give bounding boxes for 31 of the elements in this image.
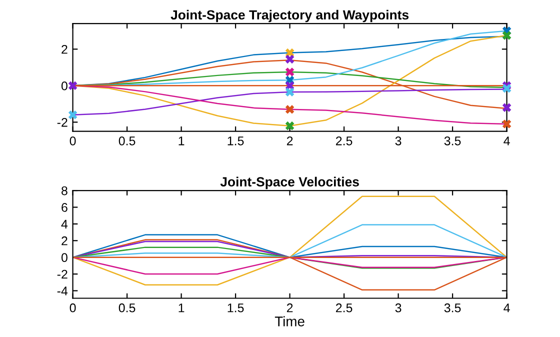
x-tick-label: 4 — [504, 304, 510, 312]
x-tick-label: 3 — [395, 303, 402, 312]
x-tick-label: 1.5 — [228, 136, 244, 146]
y-tick-label: 4 — [61, 220, 68, 228]
y-tick-label: 0 — [61, 81, 68, 90]
x-tick-label: 0.5 — [118, 303, 136, 312]
y-tick-label: 8 — [62, 186, 68, 196]
y-tick-label: 0 — [61, 253, 68, 262]
x-tick-label: 3.5 — [444, 136, 461, 146]
x-tick-label: 2 — [286, 303, 293, 312]
x-tick-label: 4 — [504, 136, 510, 146]
y-tick-label: -2 — [57, 118, 68, 127]
x-tick-label: 0 — [70, 136, 76, 146]
y-tick-label: -4 — [57, 286, 68, 296]
x-tick-label: 2.5 — [336, 303, 352, 312]
x-tick-label: 2 — [286, 136, 293, 146]
chart-title: Joint-Space Velocities — [220, 176, 359, 190]
y-tick-label: 2 — [62, 44, 68, 54]
x-tick-label: 2.5 — [336, 136, 352, 146]
x-axis-title: Time — [274, 316, 304, 326]
x-tick-label: 1 — [178, 304, 184, 312]
chart-title: Joint-Space Trajectory and Waypoints — [170, 10, 409, 22]
x-tick-label: 0.5 — [118, 136, 136, 146]
y-tick-label: 6 — [62, 203, 68, 212]
x-tick-label: 1.5 — [228, 304, 244, 312]
y-tick-label: 2 — [62, 236, 68, 246]
y-tick-label: -2 — [57, 270, 68, 279]
x-tick-label: 3.5 — [444, 303, 461, 312]
x-tick-label: 0 — [70, 303, 76, 312]
x-tick-label: 1 — [178, 136, 184, 146]
x-tick-label: 3 — [395, 136, 402, 146]
